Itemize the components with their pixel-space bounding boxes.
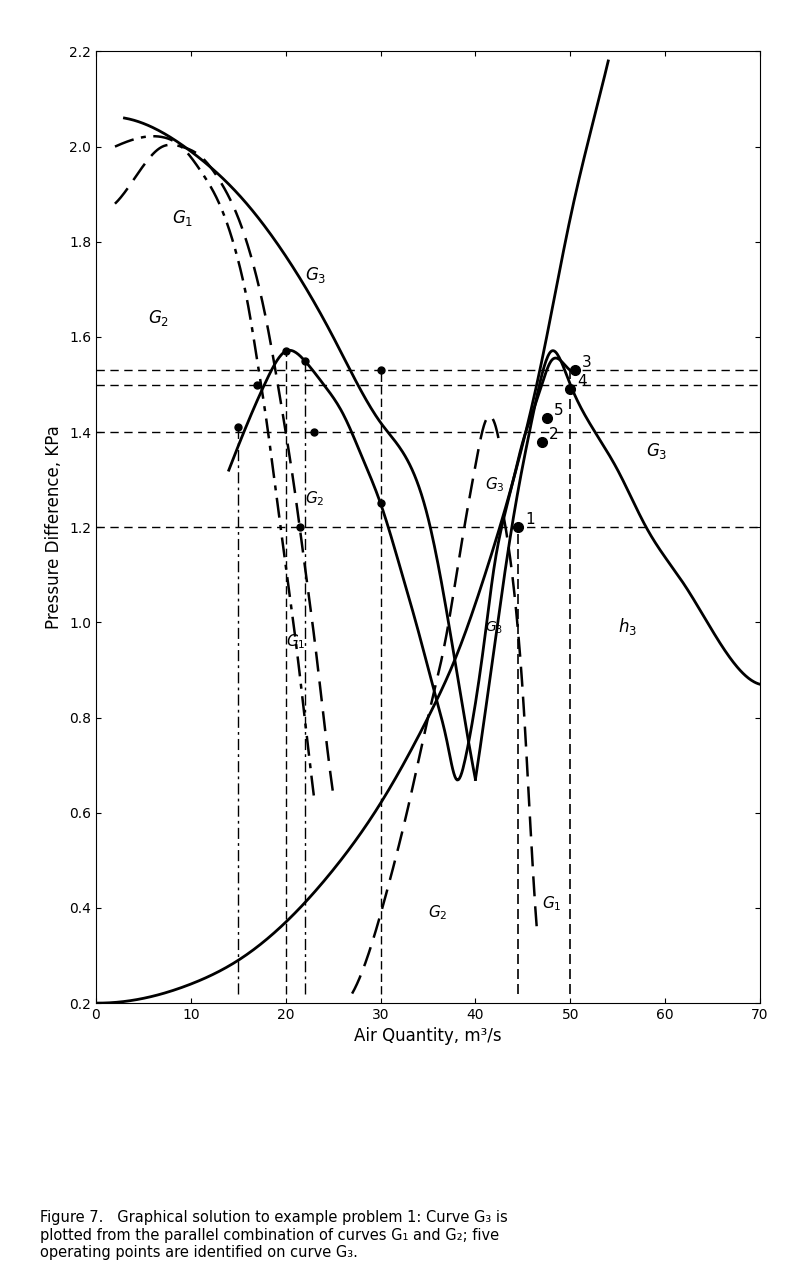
- Text: 4: 4: [578, 374, 587, 390]
- Text: $G_1$: $G_1$: [542, 894, 562, 913]
- Text: 1: 1: [525, 513, 534, 527]
- Text: 3: 3: [582, 355, 592, 370]
- Text: Figure 7.   Graphical solution to example problem 1: Curve G₃ is
plotted from th: Figure 7. Graphical solution to example …: [40, 1210, 508, 1260]
- Text: $G_3$: $G_3$: [305, 265, 326, 284]
- Text: $G_3$: $G_3$: [646, 441, 667, 460]
- Text: $h_3$: $h_3$: [618, 616, 637, 637]
- Text: $G_1$: $G_1$: [172, 208, 193, 228]
- X-axis label: Air Quantity, m³/s: Air Quantity, m³/s: [354, 1028, 502, 1046]
- Text: $G_1$: $G_1$: [286, 633, 306, 651]
- Text: $G_2$: $G_2$: [148, 307, 170, 328]
- Text: 5: 5: [554, 403, 563, 418]
- Text: $G_2$: $G_2$: [428, 904, 447, 922]
- Text: $G_3$: $G_3$: [485, 620, 503, 637]
- Text: $G_3$: $G_3$: [485, 476, 505, 494]
- Y-axis label: Pressure Difference, KPa: Pressure Difference, KPa: [46, 426, 63, 629]
- Text: 2: 2: [549, 427, 558, 442]
- Text: $G_2$: $G_2$: [305, 490, 324, 508]
